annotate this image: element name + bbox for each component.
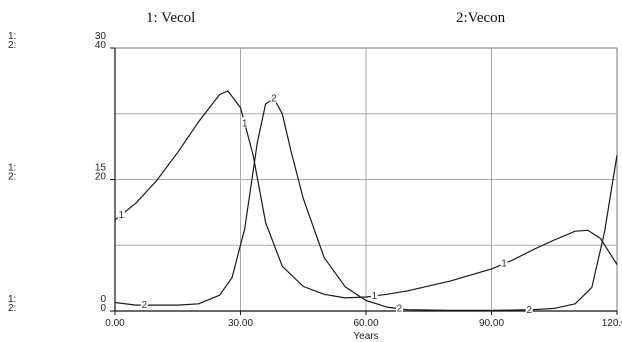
axis-series-marker: 1:	[8, 163, 16, 174]
series-1-header: 1: Vecol	[146, 10, 196, 26]
x-tick-label: 120.00	[602, 318, 622, 329]
y-tick-label-series-1: 15	[95, 163, 107, 174]
series-1-marker: 1	[242, 118, 248, 129]
x-tick-label: 60.00	[353, 318, 378, 329]
series-marker-bg	[117, 208, 125, 219]
series-marker-bg	[370, 289, 378, 300]
series-marker-bg	[500, 257, 508, 268]
series-marker-bg	[270, 92, 278, 103]
y-tick-label-series-1: 0	[100, 294, 106, 305]
x-tick-label: 30.00	[228, 318, 253, 329]
series-2-marker: 2	[397, 304, 403, 315]
series-marker-bg	[241, 117, 249, 128]
series-marker-bg	[525, 303, 533, 314]
series-1-marker: 1	[372, 291, 378, 302]
axis-series-marker: 2:	[8, 172, 16, 183]
series-1-line	[114, 90, 618, 299]
axis-series-marker: 2:	[8, 40, 16, 51]
series-2-marker: 2	[526, 305, 532, 316]
y-tick-label-series-2: 0	[100, 303, 106, 314]
series-2-marker: 2	[142, 300, 148, 311]
y-tick-label-series-1: 30	[95, 31, 107, 42]
axis-series-marker: 2:	[8, 303, 16, 314]
series-marker-bg	[395, 302, 403, 313]
series-2-marker: 2	[271, 94, 277, 105]
series-marker-bg	[140, 299, 148, 310]
series-1-marker: 1	[118, 210, 124, 221]
series-2-line	[114, 97, 618, 311]
series-1-marker: 1	[501, 259, 507, 270]
axis-series-marker: 1:	[8, 294, 16, 305]
x-tick-label: 0.00	[105, 318, 125, 329]
x-tick-label: 90.00	[479, 318, 504, 329]
series-2-header: 2:Vecon	[456, 10, 506, 26]
y-tick-label-series-2: 40	[95, 40, 107, 51]
y-tick-label-series-2: 20	[95, 172, 107, 183]
x-axis-label: Years	[353, 331, 378, 342]
axis-series-marker: 1:	[8, 31, 16, 42]
